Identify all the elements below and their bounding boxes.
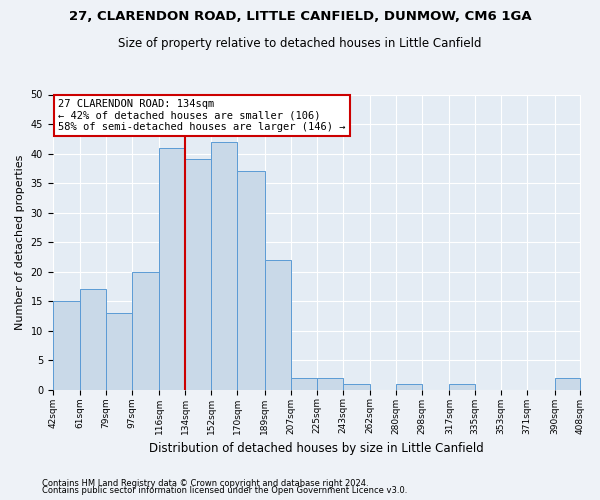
Bar: [265, 260, 290, 390]
Bar: [238, 171, 265, 390]
Bar: [554, 378, 580, 390]
Bar: [449, 384, 475, 390]
Text: Contains public sector information licensed under the Open Government Licence v3: Contains public sector information licen…: [42, 486, 407, 495]
Bar: [53, 301, 80, 390]
Bar: [343, 384, 370, 390]
Text: 27 CLARENDON ROAD: 134sqm
← 42% of detached houses are smaller (106)
58% of semi: 27 CLARENDON ROAD: 134sqm ← 42% of detac…: [58, 99, 346, 132]
Text: Contains HM Land Registry data © Crown copyright and database right 2024.: Contains HM Land Registry data © Crown c…: [42, 478, 368, 488]
Bar: [132, 272, 160, 390]
Bar: [160, 148, 185, 390]
Bar: [290, 378, 317, 390]
Bar: [396, 384, 422, 390]
X-axis label: Distribution of detached houses by size in Little Canfield: Distribution of detached houses by size …: [149, 442, 484, 455]
Y-axis label: Number of detached properties: Number of detached properties: [15, 154, 25, 330]
Bar: [106, 313, 132, 390]
Text: 27, CLARENDON ROAD, LITTLE CANFIELD, DUNMOW, CM6 1GA: 27, CLARENDON ROAD, LITTLE CANFIELD, DUN…: [68, 10, 532, 23]
Bar: [317, 378, 343, 390]
Text: Size of property relative to detached houses in Little Canfield: Size of property relative to detached ho…: [118, 38, 482, 51]
Bar: [80, 290, 106, 390]
Bar: [211, 142, 238, 390]
Bar: [185, 160, 211, 390]
